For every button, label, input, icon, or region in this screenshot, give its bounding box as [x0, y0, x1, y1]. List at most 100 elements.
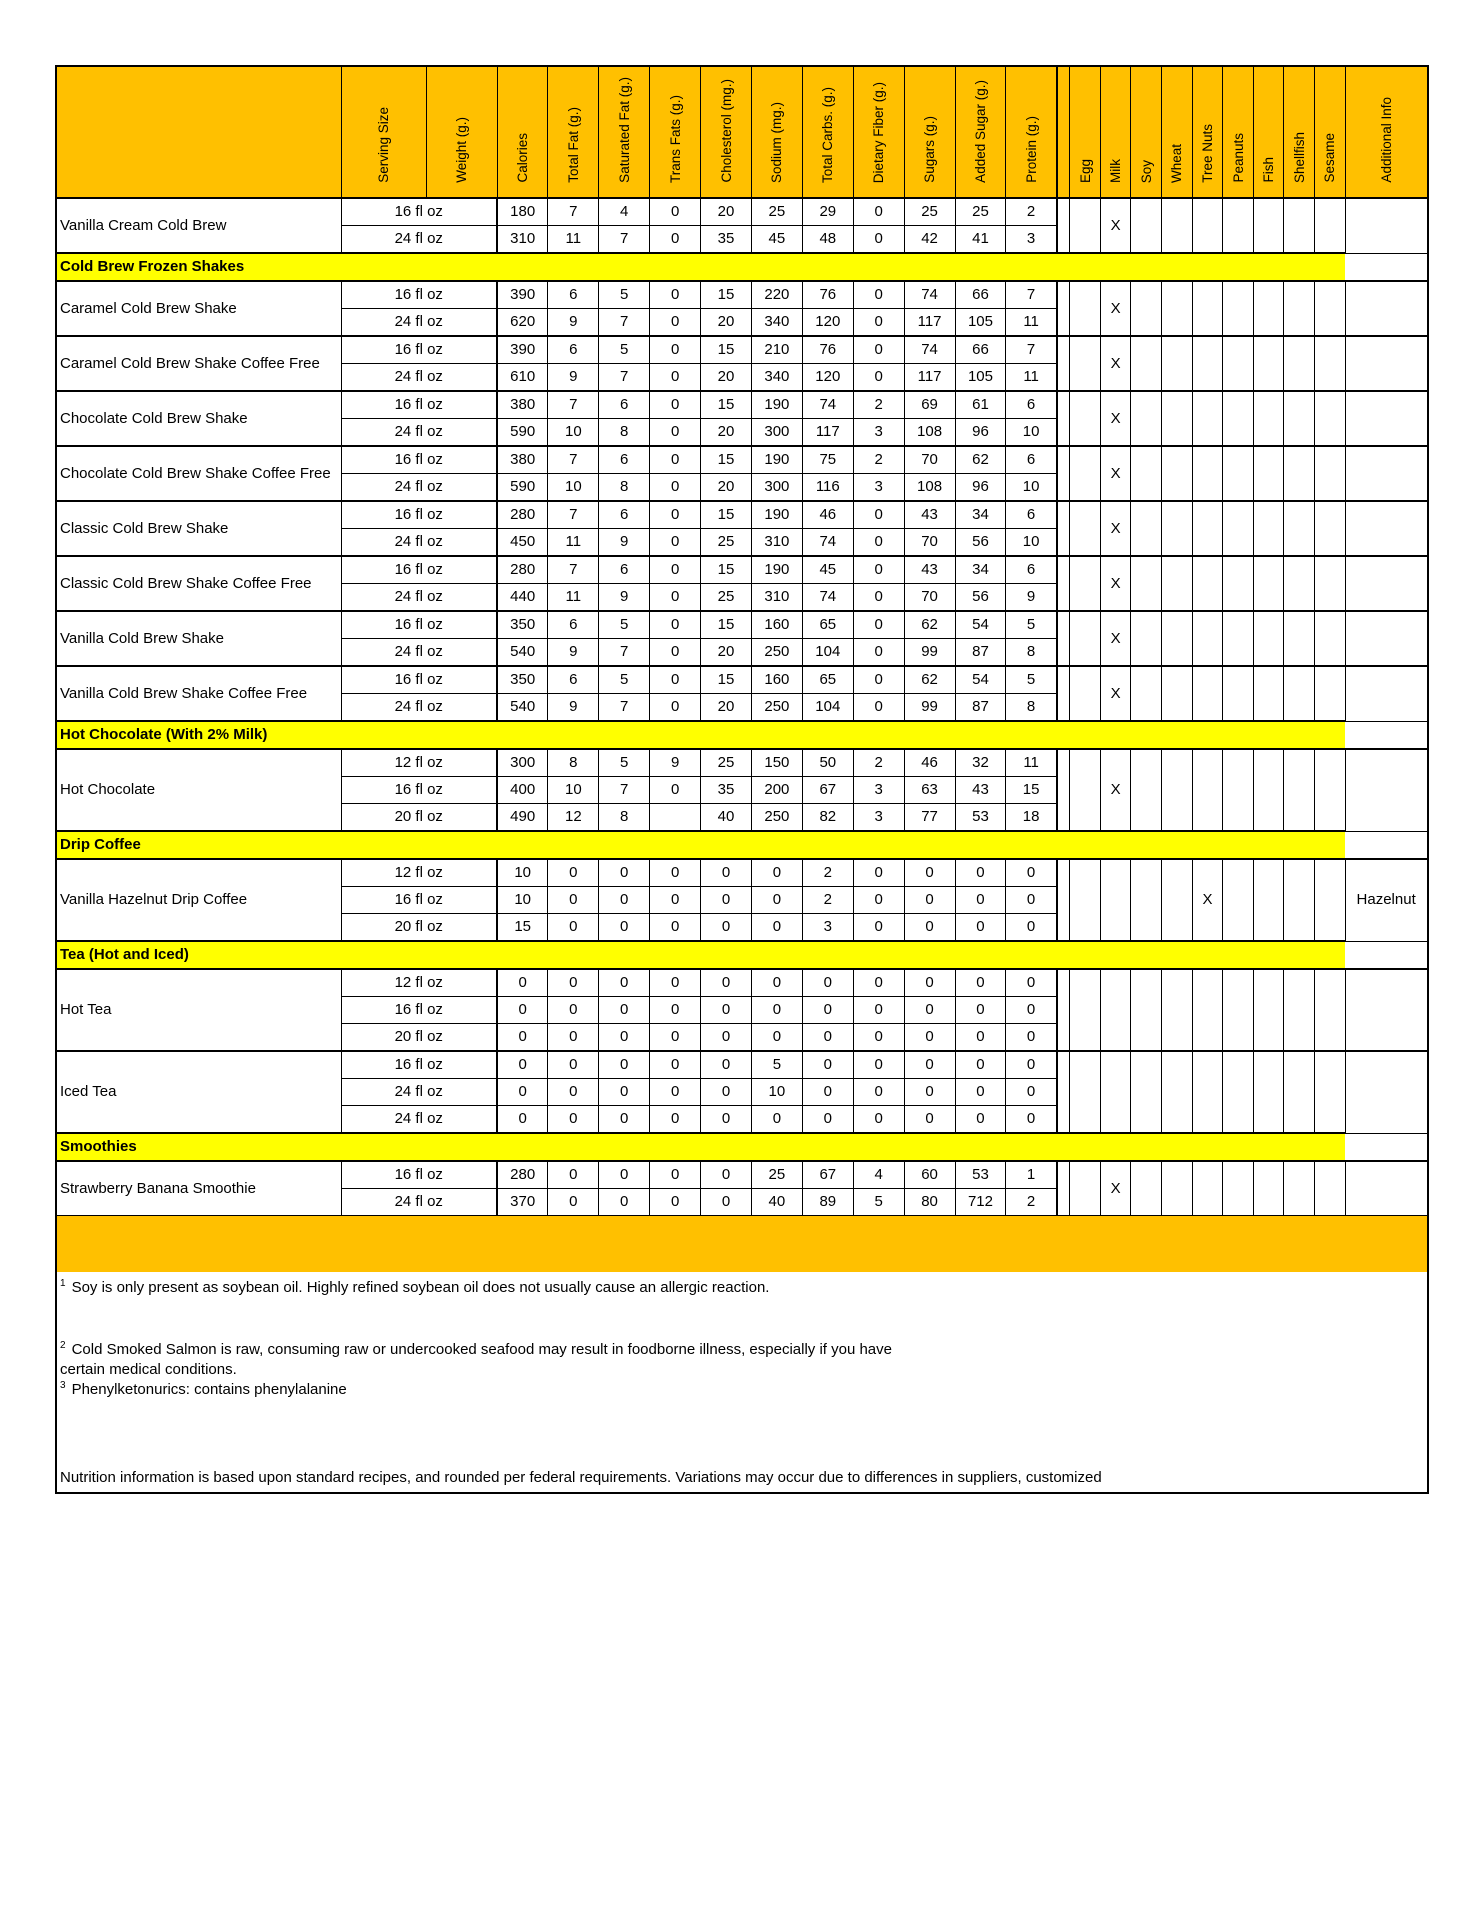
additional-info	[1344, 968, 1428, 1052]
nutrient-value: 32	[954, 748, 1007, 777]
nutrient-value: 54	[954, 665, 1007, 694]
allergen-mark	[1130, 445, 1163, 502]
header-allergen-label: Shellfish	[1291, 131, 1307, 183]
nutrient-value: 0	[852, 1105, 905, 1134]
nutrient-value: 7	[1005, 335, 1058, 364]
nutrient-value: 43	[954, 776, 1007, 804]
nutrient-value: 40	[750, 1188, 803, 1216]
nutrient-value: 0	[852, 968, 905, 997]
nutrient-value: 5	[598, 610, 651, 639]
nutrient-value: 0	[649, 225, 702, 254]
nutrient-value: 0	[649, 858, 702, 887]
nutrient-value: 0	[801, 1050, 854, 1079]
allergen-mark: X	[1099, 197, 1132, 254]
serving-size: 16 fl oz	[340, 776, 498, 804]
serving-size: 16 fl oz	[340, 555, 498, 584]
nutrient-value: 2	[852, 390, 905, 419]
table-row: Strawberry Banana Smoothie 16 fl oz 280 0 0 0…	[57, 1160, 1428, 1216]
header-allergen-label: Peanuts	[1230, 133, 1246, 183]
allergen-mark	[1161, 197, 1193, 254]
nutrient-value: 0	[496, 1050, 549, 1079]
nutrient-value: 11	[547, 583, 600, 612]
disclaimer: Nutrition information is based upon stan…	[60, 1469, 1102, 1486]
allergen-mark	[1161, 1160, 1193, 1216]
nutrient-value: 310	[496, 225, 549, 254]
serving-size: 16 fl oz	[340, 390, 498, 419]
nutrient-value: 0	[903, 1078, 956, 1106]
allergen-mark	[1314, 555, 1346, 612]
spacer-cell	[1055, 390, 1071, 447]
nutrient-value: 96	[954, 473, 1007, 502]
table-row: Vanilla Cold Brew Shake 16 fl oz 350 6 5 0 15 1…	[57, 610, 1428, 667]
nutrient-value: 61	[954, 390, 1007, 419]
section-header-row: Cold Brew Frozen Shakes	[57, 252, 1427, 282]
nutrient-value: 0	[1005, 886, 1058, 914]
nutrient-value	[649, 803, 702, 832]
header-nutrient-label: Calories	[514, 133, 530, 183]
allergen-mark	[1283, 1160, 1316, 1216]
header-nutrient-label: Trans Fats (g.)	[667, 94, 683, 183]
nutrient-value: 590	[496, 418, 549, 447]
nutrient-value: 0	[649, 1023, 702, 1052]
allergen-mark	[1130, 500, 1163, 557]
nutrient-value: 180	[496, 197, 549, 226]
nutrient-value: 3	[801, 913, 854, 942]
nutrient-value: 590	[496, 473, 549, 502]
allergen-mark	[1191, 1050, 1224, 1134]
serving-size: 24 fl oz	[340, 583, 498, 612]
nutrient-value: 8	[598, 473, 651, 502]
nutrient-value: 400	[496, 776, 549, 804]
nutrient-value: 0	[598, 1105, 651, 1134]
nutrient-value: 53	[954, 803, 1007, 832]
section-title: Drip Coffee	[57, 830, 1346, 860]
allergen-mark	[1069, 445, 1101, 502]
nutrient-value: 2	[1005, 1188, 1058, 1216]
nutrient-value: 370	[496, 1188, 549, 1216]
nutrient-value: 0	[649, 1160, 702, 1189]
nutrient-value: 280	[496, 555, 549, 584]
nutrient-value: 0	[598, 913, 651, 942]
allergen-mark	[1161, 390, 1193, 447]
section-header-row: Drip Coffee	[57, 830, 1427, 860]
serving-size: 12 fl oz	[340, 858, 498, 887]
nutrient-value: 6	[598, 555, 651, 584]
table-row: 16 fl oz 0 0 0 0 0 0 0 0 0 0 0	[57, 996, 1427, 1024]
nutrient-value: 11	[1005, 748, 1058, 777]
spacer-cell	[1055, 280, 1071, 337]
nutrient-value: 0	[649, 638, 702, 667]
header-allergen: Shellfish	[1283, 67, 1315, 199]
nutrient-value: 0	[1005, 996, 1058, 1024]
header-name	[57, 67, 341, 199]
allergen-mark	[1161, 280, 1193, 337]
header-nutrient: Total Fat (g.)	[547, 67, 599, 199]
table-row: 16 fl oz 10 0 0 0 0 0 2 0 0 0 0	[57, 886, 1427, 914]
header-nutrient: Calories	[496, 67, 548, 199]
allergen-mark	[1314, 280, 1346, 337]
allergen-mark	[1283, 610, 1316, 667]
allergen-mark	[1161, 610, 1193, 667]
header-nutrient: Dietary Fiber (g.)	[852, 67, 905, 199]
allergen-mark	[1314, 197, 1346, 254]
spacer-cell	[1055, 445, 1071, 502]
nutrient-value: 5	[598, 335, 651, 364]
nutrient-value: 82	[801, 803, 854, 832]
header-nutrient: Sodium (mg.)	[750, 67, 803, 199]
serving-size: 24 fl oz	[340, 473, 498, 502]
allergen-mark: X	[1099, 1160, 1132, 1216]
serving-size: 24 fl oz	[340, 418, 498, 447]
nutrient-value: 3	[852, 776, 905, 804]
allergen-mark	[1283, 197, 1316, 254]
nutrient-value: 25	[903, 197, 956, 226]
nutrient-value: 34	[954, 555, 1007, 584]
nutrient-value: 5	[852, 1188, 905, 1216]
allergen-mark	[1314, 610, 1346, 667]
nutrient-value: 4	[852, 1160, 905, 1189]
table-row: 24 fl oz 590 10 8 0 20 300 117 3 108 96 10	[57, 418, 1427, 447]
nutrient-value: 41	[954, 225, 1007, 254]
serving-size: 16 fl oz	[340, 500, 498, 529]
nutrient-value: 160	[750, 665, 803, 694]
nutrient-value: 0	[700, 1105, 752, 1134]
nutrient-value: 53	[954, 1160, 1007, 1189]
serving-size: 20 fl oz	[340, 913, 498, 942]
allergen-mark	[1222, 610, 1254, 667]
